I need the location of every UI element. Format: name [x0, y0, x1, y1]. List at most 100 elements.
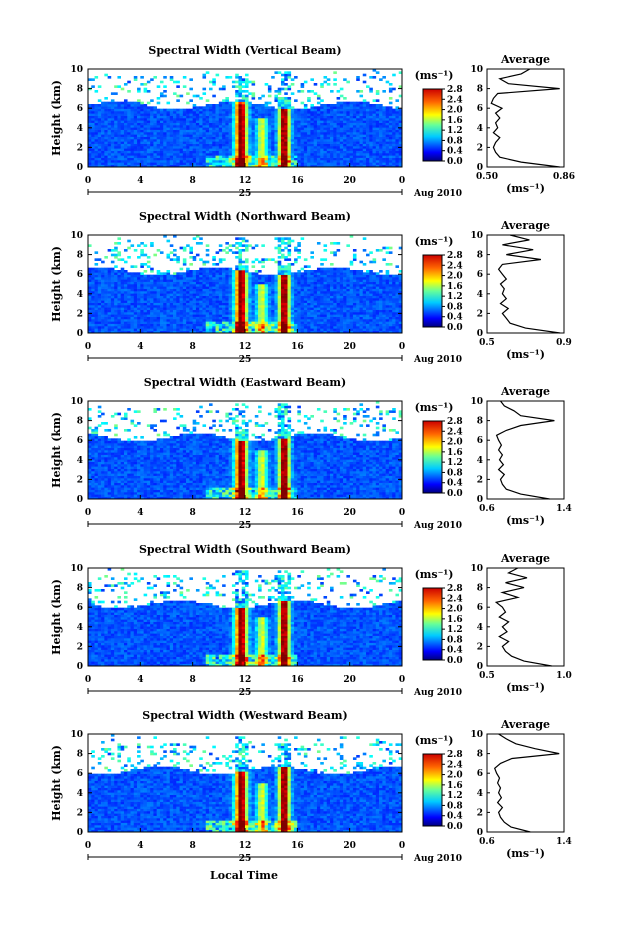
average-y-tick: 0	[477, 329, 483, 339]
x-tick-label: 20	[343, 176, 356, 186]
y-axis-title: Height (km)	[50, 745, 63, 821]
x-tick-label: 8	[190, 176, 196, 186]
y-tick-label: 2	[77, 143, 83, 153]
y-tick-label: 10	[70, 564, 83, 574]
y-axis-title: Height (km)	[50, 579, 63, 655]
x-tick-label: 0	[399, 841, 405, 851]
y-axis-title: Height (km)	[50, 80, 63, 156]
colorbar-tick-label: 0.0	[447, 323, 463, 333]
colorbar-tick-label: 1.6	[447, 615, 463, 625]
x-tick-label: 0	[399, 342, 405, 352]
average-x-title: (ms⁻¹)	[506, 182, 545, 195]
x-tick-label: 8	[190, 508, 196, 518]
colorbar-tick-label: 2.4	[447, 594, 463, 604]
colorbar-tick-label: 0.0	[447, 822, 463, 832]
y-tick-label: 6	[77, 769, 83, 779]
average-y-tick: 10	[470, 397, 483, 407]
y-tick-label: 0	[77, 828, 83, 838]
average-y-tick: 6	[477, 769, 483, 779]
y-tick-label: 8	[77, 750, 83, 760]
colorbar-tick-label: 0.8	[447, 136, 463, 146]
day-label: 25	[239, 355, 252, 365]
average-title: Average	[500, 53, 550, 66]
y-tick-label: 2	[77, 309, 83, 319]
x-tick-label: 0	[399, 675, 405, 685]
x-tick-label: 0	[399, 508, 405, 518]
average-title: Average	[500, 718, 550, 731]
x-tick-label: 12	[239, 841, 252, 851]
colorbar-tick-label: 0.4	[447, 147, 463, 157]
colorbar-tick-label: 0.4	[447, 479, 463, 489]
average-profile-line	[494, 567, 552, 667]
heatmap-field	[88, 734, 403, 833]
average-x-tick: 1.4	[556, 837, 572, 847]
average-x-title: (ms⁻¹)	[506, 681, 545, 694]
colorbar-tick-label: 2.4	[447, 261, 463, 271]
average-y-tick: 8	[477, 417, 483, 427]
day-label: 25	[239, 521, 252, 531]
average-frame	[486, 68, 565, 168]
average-profile-line	[497, 234, 561, 334]
average-title: Average	[500, 385, 550, 398]
x-tick-label: 20	[343, 675, 356, 685]
colorbar-unit: (ms⁻¹)	[415, 401, 454, 414]
colorbar-tick-label: 0.8	[447, 801, 463, 811]
average-x-tick: 0.9	[556, 338, 572, 348]
panel-title: Spectral Width (Vertical Beam)	[148, 44, 341, 57]
y-axis-title: Height (km)	[50, 246, 63, 322]
average-y-tick: 0	[477, 662, 483, 672]
average-x-title: (ms⁻¹)	[506, 348, 545, 361]
y-tick-label: 10	[70, 231, 83, 241]
y-tick-label: 4	[77, 789, 83, 799]
average-y-tick: 2	[477, 143, 483, 153]
y-tick-label: 4	[77, 456, 83, 466]
average-y-tick: 10	[470, 730, 483, 740]
colorbar-tick-label: 2.8	[447, 584, 463, 594]
date-label: Aug 2010	[413, 688, 462, 698]
x-tick-label: 16	[291, 675, 304, 685]
x-tick-label: 0	[85, 675, 91, 685]
average-y-tick: 4	[477, 124, 483, 134]
average-x-tick: 0.5	[479, 671, 495, 681]
x-tick-label: 0	[85, 508, 91, 518]
colorbar-tick-label: 1.2	[447, 126, 463, 136]
average-y-tick: 6	[477, 603, 483, 613]
y-tick-label: 8	[77, 251, 83, 261]
average-title: Average	[500, 552, 550, 565]
y-tick-label: 2	[77, 475, 83, 485]
beam-panel-3: Spectral Width (Southward Beam) 0 2 4 6 8 10 He…	[50, 543, 572, 698]
date-label: Aug 2010	[413, 189, 462, 199]
y-tick-label: 6	[77, 603, 83, 613]
x-tick-label: 0	[85, 342, 91, 352]
x-tick-label: 20	[343, 508, 356, 518]
x-tick-label: 4	[137, 176, 143, 186]
heatmap-field	[88, 568, 403, 667]
colorbar-tick-label: 0.4	[447, 646, 463, 656]
average-frame	[486, 400, 565, 500]
colorbar-tick-label: 1.2	[447, 625, 463, 635]
average-y-tick: 8	[477, 750, 483, 760]
colorbar-tick-label: 0.8	[447, 468, 463, 478]
average-x-title: (ms⁻¹)	[506, 514, 545, 527]
x-tick-label: 12	[239, 508, 252, 518]
heatmap-field	[88, 401, 403, 500]
y-tick-label: 8	[77, 417, 83, 427]
colorbar-tick-label: 1.6	[447, 116, 463, 126]
x-tick-label: 4	[137, 675, 143, 685]
colorbar-tick-label: 0.4	[447, 313, 463, 323]
colorbar-tick-label: 1.2	[447, 292, 463, 302]
date-label: Aug 2010	[413, 355, 462, 365]
average-x-tick: 0.6	[479, 837, 495, 847]
x-tick-label: 16	[291, 342, 304, 352]
colorbar-tick-label: 0.8	[447, 302, 463, 312]
beam-panel-2: Spectral Width (Eastward Beam) 0 2 4 6 8 10 Hei…	[50, 376, 572, 531]
colorbar-tick-label: 0.0	[447, 157, 463, 167]
colorbar-tick-label: 2.8	[447, 750, 463, 760]
average-y-tick: 4	[477, 789, 483, 799]
x-tick-label: 8	[190, 841, 196, 851]
average-y-tick: 6	[477, 436, 483, 446]
average-frame	[486, 567, 565, 667]
average-y-tick: 6	[477, 270, 483, 280]
average-x-tick: 0.5	[479, 338, 495, 348]
colorbar-tick-label: 1.6	[447, 282, 463, 292]
